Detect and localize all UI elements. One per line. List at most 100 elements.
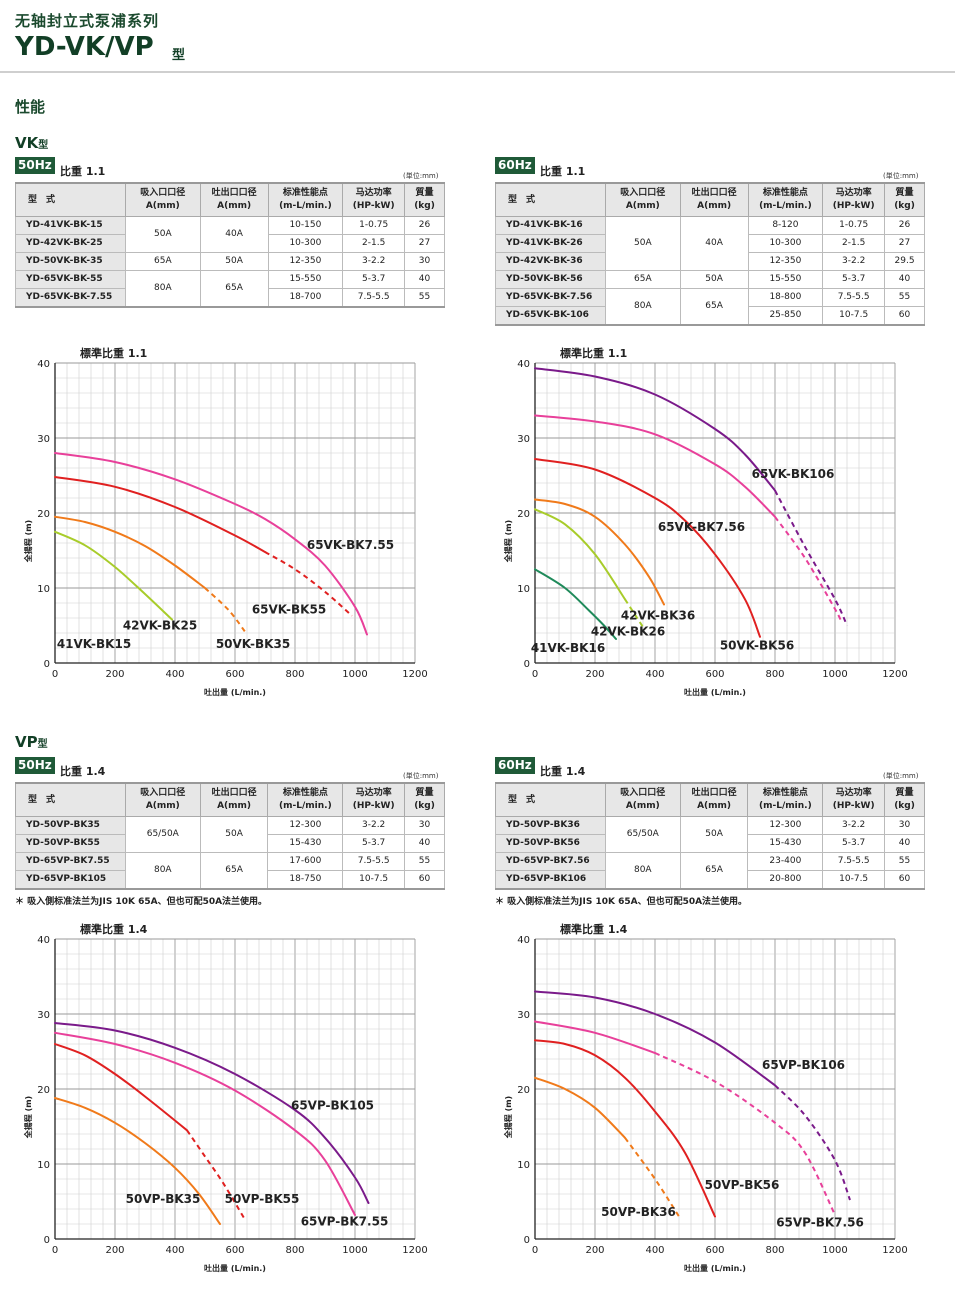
series-65VP-BK105 xyxy=(54,1022,370,1204)
y-tick-label: 20 xyxy=(37,509,50,520)
cell-discharge: 50A xyxy=(199,252,269,271)
cell-model: YD-50VP-BK56 xyxy=(495,834,606,853)
series-line-extended xyxy=(774,1084,851,1201)
series-line xyxy=(54,452,368,636)
column-header-model: 型 式 xyxy=(495,182,606,217)
performance-chart-vp-60hz: 標準比重 1.4 0 200 400 600 800 1000 1200 0 10 20 30 40 吐出… xyxy=(503,922,908,1273)
series-line-extended xyxy=(264,551,353,617)
x-tick-label: 1200 xyxy=(882,1245,907,1256)
table-row: YD-65VP-BK105 18-750 10-7.5 60 xyxy=(15,870,445,890)
performance-chart-vk-60hz: 標準比重 1.1 0 200 400 600 800 1000 1200 0 10 20 30 40 吐出… xyxy=(503,346,908,697)
y-axis-label: 全揚程 (m) xyxy=(23,520,33,563)
y-axis-label: 全揚程 (m) xyxy=(503,520,513,563)
cell-performance-point: 15-430 xyxy=(747,834,824,853)
series-50VP-BK35 xyxy=(54,1097,221,1225)
x-tick-label: 0 xyxy=(532,669,538,680)
series-line xyxy=(54,530,173,621)
vk-heading-suffix: 型 xyxy=(38,140,49,151)
cell-discharge: 65A xyxy=(679,852,749,890)
performance-chart-vk-50hz: 標準比重 1.1 0 200 400 600 800 1000 1200 0 10 20 30 40 吐出… xyxy=(23,346,428,697)
x-tick-label: 1200 xyxy=(402,1245,427,1256)
x-tick-label: 400 xyxy=(645,669,664,680)
cell-mass: 29.5 xyxy=(884,252,925,271)
cell-mass: 40 xyxy=(404,834,445,853)
curve-label: 41VK-BK15 xyxy=(57,637,131,651)
y-tick-label: 0 xyxy=(524,1235,530,1246)
curve-label: 65VP-BK106 xyxy=(762,1058,845,1072)
table-row: YD-50VP-BK35 65/50A 50A 12-300 3-2.2 30 xyxy=(15,816,445,853)
cell-discharge: 65A xyxy=(199,270,269,308)
x-tick-label: 200 xyxy=(105,669,124,680)
x-axis-label: 吐出量 (L/min.) xyxy=(204,1263,266,1273)
cell-mass: 27 xyxy=(884,234,925,253)
y-tick-label: 20 xyxy=(517,509,530,520)
y-tick-label: 0 xyxy=(524,659,530,670)
cell-model: YD-42VK-BK-25 xyxy=(15,234,126,253)
cell-motor-power: 3-2.2 xyxy=(342,816,406,835)
cell-motor-power: 10-7.5 xyxy=(822,870,886,890)
x-tick-label: 1000 xyxy=(822,669,847,680)
table-row: YD-50VK-BK-35 65A 50A 12-350 3-2.2 30 xyxy=(15,252,445,271)
curve-label: 65VP-BK7.56 xyxy=(776,1215,864,1229)
table-row: YD-65VK-BK-7.55 18-700 7.5-5.5 55 xyxy=(15,288,445,308)
column-header-point: 标准性能点 (m-L/min.) xyxy=(747,182,824,217)
cell-mass: 60 xyxy=(884,306,925,326)
column-header-mass: 質量 (kg) xyxy=(884,782,925,817)
unit-label: (単位:mm) xyxy=(403,172,439,180)
x-axis-label: 吐出量 (L/min.) xyxy=(204,687,266,697)
column-header-model: 型 式 xyxy=(15,182,126,217)
column-header-discharge: 吐出口口径 A(mm) xyxy=(679,782,749,817)
cell-model: YD-42VK-BK-36 xyxy=(495,252,606,271)
chart-title: 標準比重 1.4 xyxy=(80,922,148,936)
cell-motor-power: 5-3.7 xyxy=(822,834,886,853)
curve-label: 50VK-BK35 xyxy=(216,637,290,651)
table-row: YD-50VP-BK55 15-430 5-3.7 40 xyxy=(15,834,445,853)
curve-label: 42VK-BK25 xyxy=(123,618,197,632)
table-row: YD-65VP-BK7.55 80A 65A 17-600 7.5-5.5 55 xyxy=(15,852,445,890)
cell-mass: 26 xyxy=(884,216,925,235)
specific-gravity-label: 比重 1.4 xyxy=(60,765,106,778)
series-42VK-BK36 xyxy=(534,498,665,606)
column-header-mass: 質量 (kg) xyxy=(884,182,925,217)
cell-performance-point: 12-300 xyxy=(267,816,344,835)
series-line xyxy=(54,476,266,553)
chart-grid xyxy=(534,938,896,1240)
y-tick-label: 20 xyxy=(37,1085,50,1096)
vp-heading: VP型 xyxy=(15,733,48,751)
cell-motor-power: 5-3.7 xyxy=(342,270,406,289)
frequency-badge: 50Hz xyxy=(15,757,55,774)
series-42VK-BK25 xyxy=(54,530,173,621)
cell-suction: 80A xyxy=(604,288,681,326)
x-tick-label: 1000 xyxy=(342,669,367,680)
y-tick-label: 30 xyxy=(37,1010,50,1021)
table-row: YD-65VK-BK-7.56 80A 65A 18-800 7.5-5.5 55 xyxy=(495,288,925,326)
x-tick-label: 0 xyxy=(52,669,58,680)
cell-model: YD-50VK-BK-35 xyxy=(15,252,126,271)
table-row: YD-65VK-BK-106 25-850 10-7.5 60 xyxy=(495,306,925,326)
vk-heading: VK型 xyxy=(15,134,48,152)
vp-heading-label: VP xyxy=(15,733,38,751)
series-line-extended xyxy=(624,1137,680,1218)
curve-label: 41VK-BK16 xyxy=(531,641,605,655)
cell-suction: 50A xyxy=(604,216,681,271)
series-line xyxy=(534,367,776,492)
y-tick-label: 10 xyxy=(37,1160,50,1171)
series-42VK-BK26 xyxy=(534,508,644,628)
table-row: YD-65VP-BK7.56 80A 65A 23-400 7.5-5.5 55 xyxy=(495,852,925,890)
cell-model: YD-65VP-BK7.55 xyxy=(15,852,126,871)
specific-gravity-label: 比重 1.4 xyxy=(540,765,586,778)
curve-label: 65VK-BK7.56 xyxy=(658,520,745,534)
x-tick-label: 800 xyxy=(765,669,784,680)
performance-chart-vp-50hz: 標準比重 1.4 0 200 400 600 800 1000 1200 0 10 20 30 40 吐出… xyxy=(23,922,428,1273)
vk-heading-label: VK xyxy=(15,134,39,152)
x-tick-label: 1000 xyxy=(822,1245,847,1256)
cell-mass: 60 xyxy=(404,870,445,890)
frequency-badge: 60Hz xyxy=(495,157,535,174)
cell-suction: 65A xyxy=(604,270,681,289)
cell-performance-point: 15-430 xyxy=(267,834,344,853)
y-tick-label: 10 xyxy=(517,1160,530,1171)
table-row: YD-50VP-BK36 65/50A 50A 12-300 3-2.2 30 xyxy=(495,816,925,853)
series-title: 无轴封立式泵浦系列 xyxy=(15,12,160,30)
x-tick-label: 600 xyxy=(225,669,244,680)
column-header-mass: 質量 (kg) xyxy=(404,182,445,217)
